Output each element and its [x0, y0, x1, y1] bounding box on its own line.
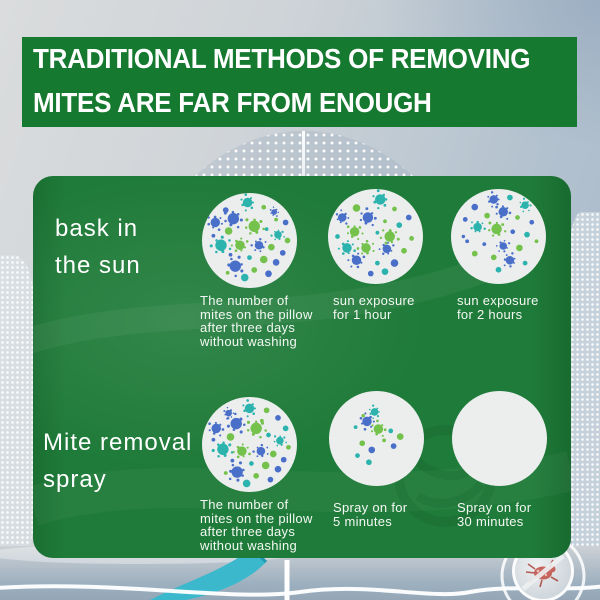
caption-spray-5min: Spray on for 5 minutes [333, 500, 408, 529]
caption-sun-baseline: The number of mites on the pillow after … [200, 293, 313, 349]
method-label-spray: Mite removal spray [43, 429, 193, 493]
pillow-edge-texture-right [570, 212, 600, 558]
circle-sun-2hours [451, 189, 546, 284]
caption-sun-1hour: sun exposure for 1 hour [333, 293, 415, 322]
circle-spray-5min [329, 391, 424, 486]
headline-banner: TRADITIONAL METHODS OF REMOVING MITES AR… [22, 37, 577, 127]
teal-ribbon [150, 548, 266, 600]
crossed-mite-icon [521, 554, 565, 591]
comparison-panel: bask in the sun Mite removal spray The n… [33, 176, 571, 558]
method-label-sun: bask in the sun [55, 215, 141, 279]
headline-text: TRADITIONAL METHODS OF REMOVING MITES AR… [33, 43, 531, 118]
circle-spray-baseline [202, 397, 297, 492]
caption-sun-2hours: sun exposure for 2 hours [457, 293, 539, 322]
circle-sun-1hour [328, 189, 423, 284]
caption-spray-baseline: The number of mites on the pillow after … [200, 497, 313, 553]
circle-sun-baseline [202, 193, 297, 288]
white-cord [0, 584, 600, 597]
pillow-edge-texture-left [0, 255, 34, 560]
circle-spray-30min [452, 391, 547, 486]
caption-spray-30min: Spray on for 30 minutes [457, 500, 532, 529]
